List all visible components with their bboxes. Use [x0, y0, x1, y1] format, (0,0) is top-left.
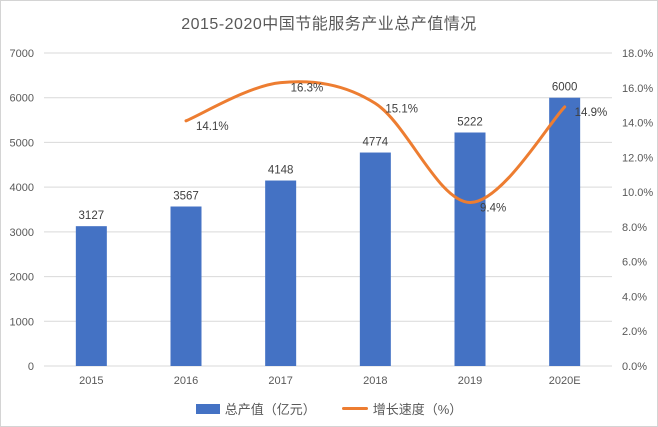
bar-series-swatch-icon	[195, 403, 220, 414]
legend-item-total-output: 总产值（亿元）	[195, 399, 316, 418]
left-axis-tick-label: 7000	[10, 48, 34, 60]
x-axis-label: 2019	[458, 375, 482, 387]
legend-label-total-output: 总产值（亿元）	[224, 402, 316, 417]
right-axis-tick-label: 8.0%	[622, 222, 647, 234]
line-value-label: 14.1%	[196, 121, 229, 133]
right-axis-tick-label: 2.0%	[622, 326, 647, 338]
line-series-swatch-icon	[341, 407, 368, 410]
bar-value-label: 3567	[173, 191, 199, 203]
left-axis-tick-label: 0	[28, 361, 34, 373]
left-axis-tick-label: 3000	[10, 227, 34, 239]
x-axis-label: 2015	[79, 375, 103, 387]
bar-value-label: 5222	[457, 117, 483, 129]
growth-rate-line	[184, 80, 567, 205]
x-axis-label: 2020E	[549, 375, 581, 387]
x-axis-label: 2017	[268, 375, 292, 387]
left-axis-tick-label: 4000	[10, 182, 34, 194]
bar-value-label: 4148	[268, 165, 294, 177]
line-value-label: 16.3%	[291, 83, 324, 95]
left-axis-tick-label: 6000	[10, 93, 34, 105]
right-axis-tick-label: 12.0%	[622, 152, 653, 164]
right-axis-tick-label: 6.0%	[622, 257, 647, 269]
x-axis-label: 2016	[174, 375, 198, 387]
left-axis-tick-label: 5000	[10, 137, 34, 149]
bar-value-label: 6000	[552, 82, 578, 94]
line-value-label: 14.9%	[575, 107, 608, 119]
legend-label-growth-rate: 增长速度（%）	[372, 402, 463, 417]
right-axis-tick-label: 14.0%	[622, 118, 653, 130]
bar	[549, 97, 581, 366]
bar	[454, 132, 486, 366]
right-axis-tick-label: 18.0%	[622, 48, 653, 60]
bar-value-label: 3127	[79, 210, 105, 222]
right-axis-tick-label: 4.0%	[622, 291, 647, 303]
right-axis-tick-label: 16.0%	[622, 83, 653, 95]
chart-title: 2015-2020中国节能服务产业总产值情况	[181, 16, 477, 33]
line-value-label: 9.4%	[480, 203, 506, 215]
right-axis-tick-label: 0.0%	[622, 361, 647, 373]
bar	[170, 206, 202, 366]
left-axis-tick-label: 2000	[10, 272, 34, 284]
bar	[75, 226, 107, 366]
legend-item-growth-rate: 增长速度（%）	[341, 399, 463, 418]
left-axis-tick-label: 1000	[10, 316, 34, 328]
line-value-label: 15.1%	[385, 103, 418, 115]
x-axis-label: 2018	[363, 375, 387, 387]
bar	[359, 152, 391, 366]
bar	[265, 180, 297, 366]
bar-value-label: 4774	[363, 137, 389, 149]
right-axis-tick-label: 10.0%	[622, 187, 653, 199]
legend: 总产值（亿元） 增长速度（%）	[1, 399, 657, 418]
